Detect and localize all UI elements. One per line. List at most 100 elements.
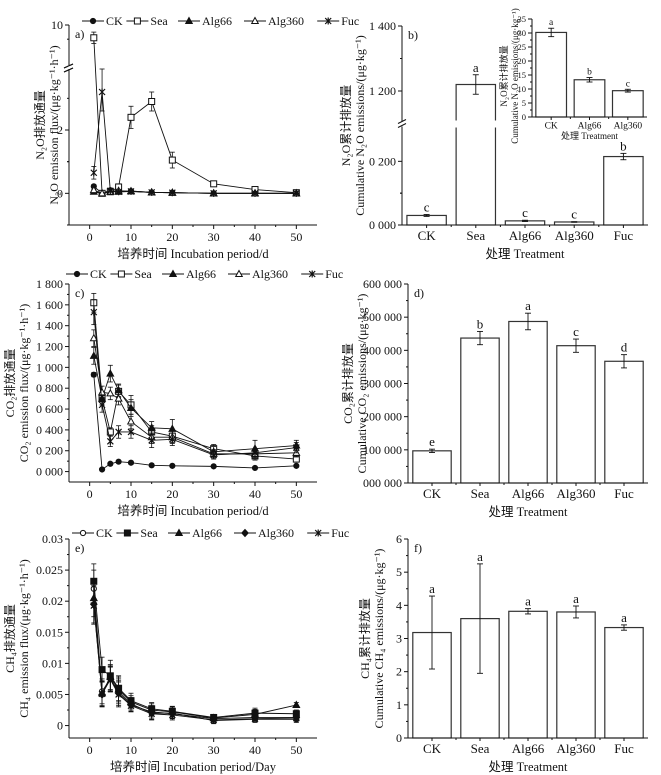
x-tick-label: Alg66 xyxy=(512,486,545,501)
legend-marker-open-triangle xyxy=(250,16,260,24)
legend-entry-alg66: Alg66 xyxy=(168,526,222,540)
chart-a: 0 10 20 30 40 50 0 2 10 a) 培养时间 Incubation period/… xyxy=(32,14,359,261)
axis-break-mark xyxy=(397,123,407,128)
x-tick-label: Sea xyxy=(471,741,490,756)
data-point xyxy=(106,676,114,684)
y-tick-label: 25 xyxy=(518,42,527,52)
series-line-alg66 xyxy=(93,355,297,453)
significance-letter: c xyxy=(571,207,577,222)
legend-label: Sea xyxy=(150,14,168,28)
significance-letter: b xyxy=(620,138,627,153)
x-tick-label: Alg66 xyxy=(578,122,602,132)
y-tick-label: 300 000 xyxy=(363,377,402,391)
x-axis-label: 培养时间 Incubation period/Day xyxy=(110,759,277,774)
legend-marker-star xyxy=(308,270,316,278)
x-tick-label: 50 xyxy=(290,487,302,501)
series-ck xyxy=(90,569,300,725)
significance-letter: c xyxy=(573,324,579,339)
data-point xyxy=(90,169,98,177)
series-fuc xyxy=(90,68,300,197)
bar xyxy=(611,90,644,118)
y-tick-label: 1 200 xyxy=(369,84,396,98)
legend-entry-sea: Sea xyxy=(126,14,168,28)
data-point xyxy=(293,462,300,469)
y-tick-label: 3 xyxy=(396,632,402,646)
chart-b: c CK a Sea c Alg66 c Alg360 b Fuc 0 000 0 200 1 200 1… xyxy=(338,19,649,261)
data-point xyxy=(90,34,98,42)
data-point xyxy=(127,187,135,195)
x-tick-label: Alg66 xyxy=(512,741,545,756)
data-point xyxy=(210,451,218,459)
data-point xyxy=(106,388,115,397)
legend-label: Alg66 xyxy=(192,526,222,540)
x-tick-label: 40 xyxy=(249,487,261,501)
y-tick-label: 0 800 xyxy=(36,381,63,395)
y-tick-label: 0 xyxy=(522,112,526,122)
y-tick-label: 0 200 xyxy=(369,154,396,168)
legend-marker-filled-triangle xyxy=(174,528,184,536)
legend-entry-ck: CK xyxy=(82,14,123,28)
series-alg66 xyxy=(89,347,301,458)
chart-c: 0 10 20 30 40 50 0 000 0 200 0 400 0 600 0 800 1 00… xyxy=(2,267,343,518)
bar-group-fuc: d xyxy=(604,340,644,484)
y-tick-label: 10 xyxy=(51,18,63,32)
bar xyxy=(406,214,447,226)
legend-entry-alg66: Alg66 xyxy=(178,14,232,28)
y-tick-label: 5 xyxy=(522,98,526,108)
series-ck xyxy=(90,371,300,473)
x-tick-label: CK xyxy=(423,486,442,501)
data-point xyxy=(115,458,122,465)
series-line-sea xyxy=(93,581,297,718)
data-point xyxy=(90,308,98,316)
data-point xyxy=(127,459,135,466)
data-point xyxy=(168,711,176,719)
x-tick-label: Sea xyxy=(471,486,490,501)
x-tick-label: 40 xyxy=(249,743,261,757)
x-tick-label: 20 xyxy=(166,487,178,501)
y-tick-label: 5 xyxy=(396,565,402,579)
y-tick-label: 200 000 xyxy=(363,410,402,424)
significance-letter: c xyxy=(522,205,528,220)
y-tick-label: 1 200 xyxy=(36,340,63,354)
y-tick-label: 1 000 xyxy=(36,360,63,374)
bar-group-alg360: c xyxy=(556,324,596,484)
y-axis-label-en: Cumulative N₂O emissions/(μg·kg⁻¹) xyxy=(510,8,520,143)
y-tick-label: 1 400 xyxy=(36,319,63,333)
data-point xyxy=(148,436,156,444)
significance-letter: a xyxy=(473,60,479,75)
chart-e: 0 10 20 30 40 50 0 0.005 0.01 0.015 0.02 0.025 0.03 e… xyxy=(2,526,349,774)
legend-label: Alg66 xyxy=(186,267,216,281)
x-tick-label: 10 xyxy=(125,230,137,244)
chart-f: a CK a Sea a Alg66 a Alg360 a Fuc 0 1 2 3 4 5 6 f) 处理 Trea… xyxy=(357,532,648,774)
x-tick-label: CK xyxy=(545,122,558,132)
significance-letter: c xyxy=(424,199,430,214)
x-tick-label: 10 xyxy=(125,487,137,501)
legend-label: Alg66 xyxy=(202,14,232,28)
y-tick-label: 30 xyxy=(518,28,527,38)
x-tick-label: 20 xyxy=(166,230,178,244)
bar-group-alg360: c xyxy=(611,79,644,118)
data-point xyxy=(292,700,301,709)
x-tick-label: Fuc xyxy=(614,741,634,756)
data-point xyxy=(90,602,98,610)
data-point xyxy=(98,690,106,698)
data-point xyxy=(147,423,156,431)
data-point xyxy=(89,185,98,194)
legend-entry-fuc: Fuc xyxy=(317,14,359,28)
y-tick-label: 1 xyxy=(396,698,402,712)
x-tick-label: 0 xyxy=(87,230,93,244)
data-point xyxy=(115,690,123,698)
x-tick-label: Alg360 xyxy=(555,228,594,243)
legend-label: Fuc xyxy=(325,267,343,281)
legend-entry-alg66: Alg66 xyxy=(162,267,216,281)
data-point xyxy=(251,464,259,472)
significance-letter: a xyxy=(429,581,435,596)
bar-group-sea: a xyxy=(455,60,497,226)
series-line-fuc xyxy=(93,605,297,721)
bar-group-alg66: b xyxy=(573,68,606,118)
panel-label: b) xyxy=(408,28,418,42)
series-line-alg360 xyxy=(93,604,297,720)
x-tick-label: Alg66 xyxy=(509,228,542,243)
y-tick-label: 0.025 xyxy=(36,563,63,577)
legend-marker-open-square xyxy=(133,17,141,25)
